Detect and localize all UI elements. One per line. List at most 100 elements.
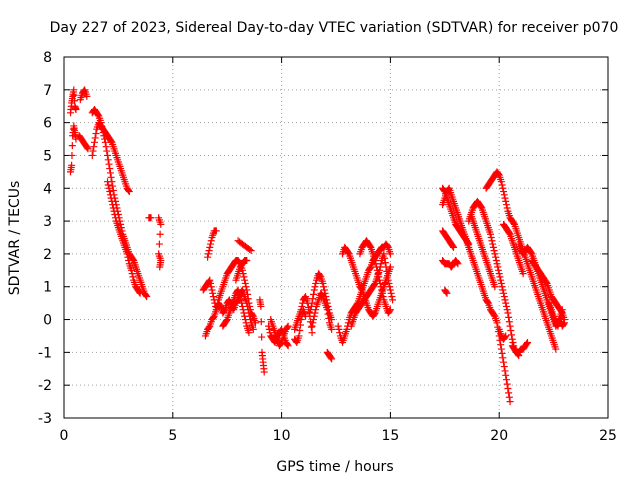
data-point-marker <box>449 242 457 250</box>
data-point-marker <box>328 325 336 333</box>
data-point-marker <box>500 358 508 366</box>
data-point-marker <box>241 279 249 287</box>
data-point-marker <box>325 314 333 322</box>
data-point-marker <box>298 302 306 310</box>
data-point-marker <box>308 299 316 307</box>
data-point-marker <box>98 122 106 130</box>
y-tick-label: -1 <box>38 345 52 361</box>
data-point-marker <box>309 319 317 327</box>
data-point-marker <box>245 329 253 337</box>
data-point-marker <box>552 345 560 353</box>
data-point-marker <box>283 341 291 349</box>
data-point-marker <box>265 325 273 333</box>
data-point-marker <box>109 182 117 190</box>
data-point-marker <box>242 319 250 327</box>
y-tick-labels: -3 -2 -1 0 1 2 3 4 5 6 7 8 <box>38 50 52 427</box>
data-point-marker <box>380 250 388 258</box>
y-tick-label: 4 <box>43 181 52 197</box>
data-point-marker <box>246 246 254 254</box>
data-point-marker <box>143 293 151 301</box>
data-point-marker <box>102 143 110 151</box>
data-point-marker <box>108 197 116 205</box>
data-point-marker <box>68 142 76 150</box>
data-point-marker <box>246 306 254 314</box>
data-point-marker <box>454 260 462 268</box>
data-point-marker <box>260 368 268 376</box>
data-point-marker <box>316 272 324 280</box>
data-point-marker <box>125 188 133 196</box>
data-point-marker <box>90 138 98 146</box>
data-point-marker <box>493 260 501 268</box>
data-point-marker <box>238 299 246 307</box>
data-point-marker <box>239 306 247 314</box>
data-point-marker <box>310 316 318 324</box>
data-point-marker <box>504 309 512 317</box>
data-point-marker <box>156 263 164 271</box>
y-tick-label: 8 <box>43 50 52 66</box>
data-point-marker <box>387 289 395 297</box>
data-point-marker <box>386 250 394 258</box>
data-point-marker <box>205 323 213 331</box>
data-point-marker <box>381 259 389 267</box>
data-point-marker <box>107 194 115 202</box>
data-point-marker <box>147 214 155 222</box>
data-point-marker <box>83 144 91 152</box>
data-point-marker <box>309 295 317 303</box>
data-point-marker <box>384 276 392 284</box>
data-point-marker <box>207 237 215 245</box>
data-point-marker <box>376 276 384 284</box>
data-point-marker <box>104 156 112 164</box>
data-point-marker <box>501 296 509 304</box>
data-point-marker <box>495 270 503 278</box>
data-point-marker <box>499 286 507 294</box>
data-point-marker <box>106 188 114 196</box>
data-point-marker <box>251 319 259 327</box>
data-point-marker <box>157 220 165 228</box>
data-point-marker <box>371 256 379 264</box>
data-point-marker <box>212 306 220 314</box>
data-point-marker <box>453 259 461 267</box>
data-point-marker <box>497 341 505 349</box>
data-point-marker <box>104 181 112 189</box>
data-point-marker <box>310 290 318 298</box>
grid <box>64 57 608 418</box>
x-tick-label: 0 <box>60 428 69 444</box>
data-point-marker <box>382 263 390 271</box>
data-point-marker <box>500 289 508 297</box>
data-point-marker <box>206 276 214 284</box>
data-point-marker <box>247 247 255 255</box>
data-point-marker <box>297 316 305 324</box>
data-point-marker <box>503 204 511 212</box>
data-point-marker <box>109 201 117 209</box>
data-point-marker <box>312 279 320 287</box>
data-point-marker <box>498 283 506 291</box>
data-point-marker <box>238 302 246 310</box>
data-point-marker <box>376 279 384 287</box>
data-point-marker <box>372 260 380 268</box>
data-point-marker <box>127 266 135 274</box>
data-point-marker <box>205 247 213 255</box>
data-point-marker <box>505 313 513 321</box>
data-point-marker <box>207 240 215 248</box>
data-point-marker <box>328 355 336 363</box>
data-point-marker <box>523 339 531 347</box>
data-point-marker <box>214 299 222 307</box>
data-point-marker <box>502 201 510 209</box>
data-point-marker <box>308 322 316 330</box>
data-point-marker <box>101 135 109 143</box>
data-point-marker <box>492 256 500 264</box>
data-point-marker <box>373 266 381 274</box>
data-point-marker <box>560 320 568 328</box>
data-point-marker <box>128 270 136 278</box>
data-point-marker <box>129 273 137 281</box>
data-point-marker <box>502 197 510 205</box>
x-tick-labels: 0 5 10 15 20 25 <box>60 428 617 444</box>
data-point-marker <box>283 323 291 331</box>
data-point-marker <box>105 160 113 168</box>
data-point-marker <box>490 247 498 255</box>
x-tick-label: 20 <box>490 428 508 444</box>
data-point-marker <box>208 286 216 294</box>
y-axis-label: SDTVAR / TECUs <box>7 181 23 296</box>
data-point-marker <box>245 299 253 307</box>
data-point-marker <box>320 286 328 294</box>
